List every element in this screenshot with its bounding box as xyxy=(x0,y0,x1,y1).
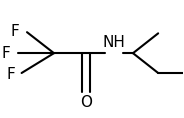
Text: O: O xyxy=(80,95,92,110)
Text: NH: NH xyxy=(103,35,125,50)
Text: F: F xyxy=(10,23,19,38)
Text: F: F xyxy=(1,46,10,61)
Text: F: F xyxy=(6,67,15,82)
